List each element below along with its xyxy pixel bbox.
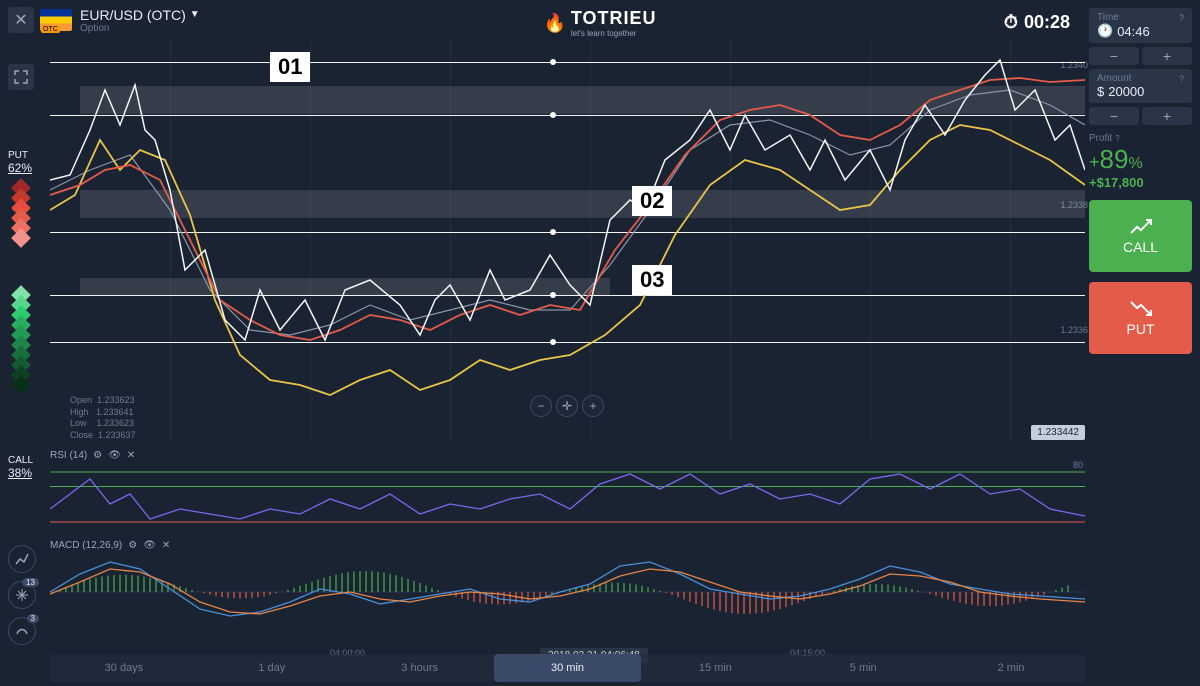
call-diamonds [14,290,28,390]
pair-flag-icon [40,9,72,31]
chevron-down-icon: ▼ [190,9,200,20]
time-plus-button[interactable]: + [1142,47,1192,65]
zoom-in-button[interactable]: + [582,395,604,417]
eye-icon[interactable]: 👁 [108,450,121,461]
amount-box: Amount? $20000 [1089,69,1192,103]
put-diamonds [14,183,28,243]
pair-type: Option [80,23,200,34]
gear-icon[interactable]: ⚙ [93,450,102,461]
close-icon[interactable]: ✕ [162,540,170,551]
chart-marker: 03 [632,265,672,295]
rsi-panel[interactable]: RSI (14) ⚙ 👁 ✕ 80 [50,450,1085,530]
close-icon[interactable]: ✕ [127,450,135,461]
trend-up-icon [1129,217,1153,235]
dollar-icon: $ [1097,84,1104,99]
timeframe-tab[interactable]: 30 min [494,654,642,682]
timeframe-tab[interactable]: 5 min [789,654,937,682]
profit-percent: +89% [1089,144,1192,175]
flame-icon: 🔥 [543,13,566,34]
indicators-button[interactable]: 13 [8,581,36,609]
time-box: Time? 🕐04:46 [1089,8,1192,43]
timeframe-tab[interactable]: 1 day [198,654,346,682]
drawings-button[interactable]: 3 [8,617,36,645]
drawings-count: 3 [27,614,39,623]
zoom-out-button[interactable]: − [530,395,552,417]
gear-icon[interactable]: ⚙ [128,540,137,551]
close-button[interactable]: ✕ [8,7,34,33]
help-icon[interactable]: ? [1179,74,1184,84]
timeframe-tab[interactable]: 3 hours [346,654,494,682]
trend-down-icon [1129,299,1153,317]
amount-plus-button[interactable]: + [1142,107,1192,125]
center-button[interactable]: ✛ [556,395,578,417]
call-sentiment: CALL 38% [8,455,33,480]
timeframe-tabs: 30 days1 day3 hours30 min15 min5 min2 mi… [50,654,1085,682]
time-minus-button[interactable]: − [1089,47,1139,65]
macd-panel[interactable]: MACD (12,26,9) ⚙ 👁 ✕ [50,540,1085,625]
call-button[interactable]: CALL [1089,200,1192,272]
chart-marker: 01 [270,52,310,82]
countdown-timer: ⏱ 00:28 [1004,12,1070,33]
rsi-label: RSI (14) ⚙ 👁 ✕ [50,450,1085,461]
fullscreen-button[interactable] [8,64,34,90]
help-icon[interactable]: ? [1115,134,1119,143]
profit-amount: +$17,800 [1089,175,1192,190]
brand-logo: 🔥 TOTRIEU let's learn together [543,8,656,38]
chart-marker: 02 [632,186,672,216]
macd-label: MACD (12,26,9) ⚙ 👁 ✕ [50,540,1085,551]
rsi-upper-value: 80 [1073,460,1083,470]
indicators-count: 13 [22,578,39,587]
amount-minus-button[interactable]: − [1089,107,1139,125]
ohlc-values: Open 1.233623 High 1.233641 Low 1.233623… [70,395,136,442]
price-chart[interactable]: 1.23401.23381.2336 010203 Open 1.233623 … [50,40,1085,440]
current-price-label: 1.233442 [1031,425,1085,440]
pair-name: EUR/USD (OTC) [80,7,186,23]
help-icon[interactable]: ? [1179,13,1184,23]
timeframe-tab[interactable]: 2 min [937,654,1085,682]
eye-icon[interactable]: 👁 [143,540,156,551]
clock-icon: 🕐 [1097,23,1113,39]
profit-label: Profit ? [1089,133,1192,144]
put-sentiment: PUT 62% [8,150,32,175]
pair-selector[interactable]: EUR/USD (OTC) ▼ Option [80,7,200,34]
timeframe-tab[interactable]: 30 days [50,654,198,682]
put-button[interactable]: PUT [1089,282,1192,354]
chart-type-button[interactable] [8,545,36,573]
timeframe-tab[interactable]: 15 min [641,654,789,682]
stopwatch-icon: ⏱ [1004,12,1018,33]
